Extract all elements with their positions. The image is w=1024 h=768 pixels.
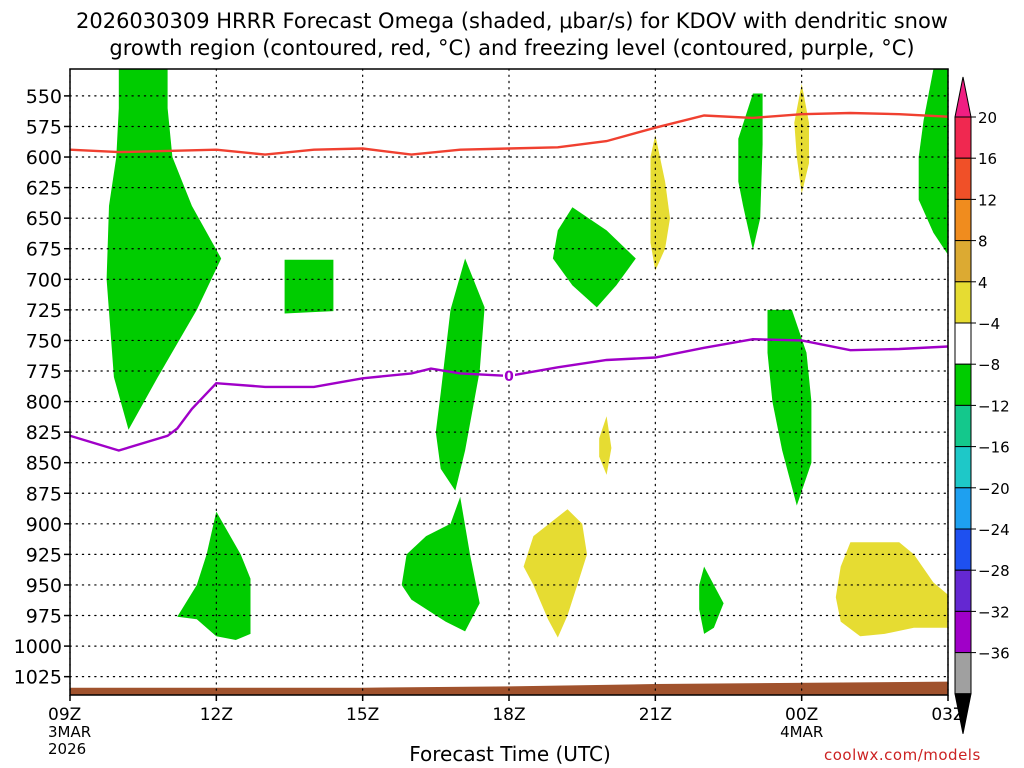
x-tick-label: 12Z (200, 705, 233, 725)
descent-region-10 (650, 135, 670, 271)
ascent-region-4 (177, 511, 251, 640)
x-tick-label: 15Z (346, 705, 379, 725)
dgz-contour-line (70, 111, 948, 156)
colorbar-label: 8 (978, 233, 988, 251)
colorbar-top-arrow (954, 76, 972, 118)
colorbar-label: −4 (978, 315, 1000, 333)
y-axis: 550 575 600 625 650 675 700 725 750 775 800 825 850 8… (14, 86, 70, 689)
chart-title: 2026030309 HRRR Forecast Omega (shaded, … (75, 9, 948, 60)
y-tick-label: 575 (26, 116, 62, 138)
contour-lines: 0 (70, 111, 948, 452)
colorbar-swatch (954, 446, 972, 489)
colorbar-label: −32 (978, 603, 1010, 621)
y-tick-label: 675 (26, 239, 62, 261)
colorbar-label: −24 (978, 521, 1010, 539)
x-tick-year: 2026 (48, 740, 86, 758)
y-tick-label: 700 (26, 269, 62, 291)
colorbar-swatch (954, 487, 972, 530)
colorbar-swatch (954, 610, 972, 654)
y-tick-label: 850 (26, 453, 62, 475)
y-tick-label: 1000 (14, 636, 62, 658)
colorbar-swatch (954, 281, 972, 324)
y-tick-label: 875 (26, 483, 62, 505)
colorbar-label: 20 (978, 109, 997, 127)
y-tick-label: 650 (26, 208, 62, 230)
y-tick-label: 925 (26, 544, 62, 566)
x-tick-label: 18Z (492, 705, 525, 725)
x-tick-label: 09Z (48, 705, 81, 725)
ascent-region-9 (918, 69, 948, 255)
y-tick-label: 725 (26, 300, 62, 322)
x-tick-date: 4MAR (780, 723, 823, 741)
y-tick-label: 975 (26, 606, 62, 628)
omega-shading (106, 69, 948, 640)
colorbar-label: −20 (978, 480, 1010, 498)
colorbar-swatch (954, 116, 972, 159)
y-tick-label: 600 (26, 147, 62, 169)
ascent-region-7 (699, 566, 724, 634)
colorbar-swatch (954, 404, 972, 448)
ascent-region-0 (106, 69, 222, 430)
y-tick-label: 1025 (14, 667, 62, 689)
colorbar-label: −8 (978, 356, 1000, 374)
colorbar-label: 12 (978, 191, 997, 209)
colorbar-swatch (954, 528, 972, 571)
colorbar-label: −28 (978, 562, 1010, 580)
freezing-label-bg (503, 367, 515, 384)
colorbar-label: 16 (978, 150, 997, 168)
ascent-region-1 (284, 259, 334, 314)
colorbar: 20 16 12 8 4 −4 −8 −12 −16 −20 −24 −28 −32 −36 (954, 76, 1010, 734)
descent-region-13 (523, 509, 587, 638)
colorbar-swatch (954, 322, 972, 365)
colorbar-swatch (954, 157, 972, 200)
y-tick-label: 800 (26, 392, 62, 414)
descent-region-12 (599, 416, 612, 475)
ascent-region-6 (738, 93, 763, 250)
colorbar-swatch (954, 652, 972, 695)
y-tick-label: 550 (26, 86, 62, 108)
colorbar-swatch (954, 363, 972, 406)
descent-region-14 (835, 542, 948, 637)
ground-terrain (70, 681, 948, 695)
y-tick-label: 950 (26, 575, 62, 597)
colorbar-bottom-arrow (954, 693, 972, 734)
y-tick-label: 775 (26, 361, 62, 383)
y-tick-label: 825 (26, 422, 62, 444)
colorbar-label: −16 (978, 439, 1010, 457)
freezing-level-label: 0 (504, 369, 514, 385)
x-tick-date: 3MAR (48, 723, 91, 741)
ascent-region-8 (767, 309, 812, 506)
colorbar-swatch (954, 569, 972, 612)
ascent-region-3 (435, 258, 485, 491)
y-tick-label: 750 (26, 330, 62, 352)
x-tick-label: 00Z (785, 705, 818, 725)
freezing-level-line (70, 337, 948, 452)
x-tick-label: 21Z (639, 705, 672, 725)
credit-text[interactable]: coolwx.com/models (824, 746, 981, 764)
y-tick-label: 900 (26, 514, 62, 536)
ascent-region-5 (401, 496, 480, 632)
colorbar-label: −12 (978, 397, 1010, 415)
colorbar-swatch (954, 240, 972, 283)
colorbar-label: −36 (978, 645, 1010, 663)
y-tick-label: 625 (26, 178, 62, 200)
colorbar-label: 4 (978, 274, 988, 292)
ground-fill (70, 681, 948, 695)
colorbar-swatch (954, 198, 972, 242)
x-axis-title: Forecast Time (UTC) (409, 742, 611, 766)
x-tick-label: 03Z (931, 705, 964, 725)
ascent-region-2 (552, 207, 636, 308)
